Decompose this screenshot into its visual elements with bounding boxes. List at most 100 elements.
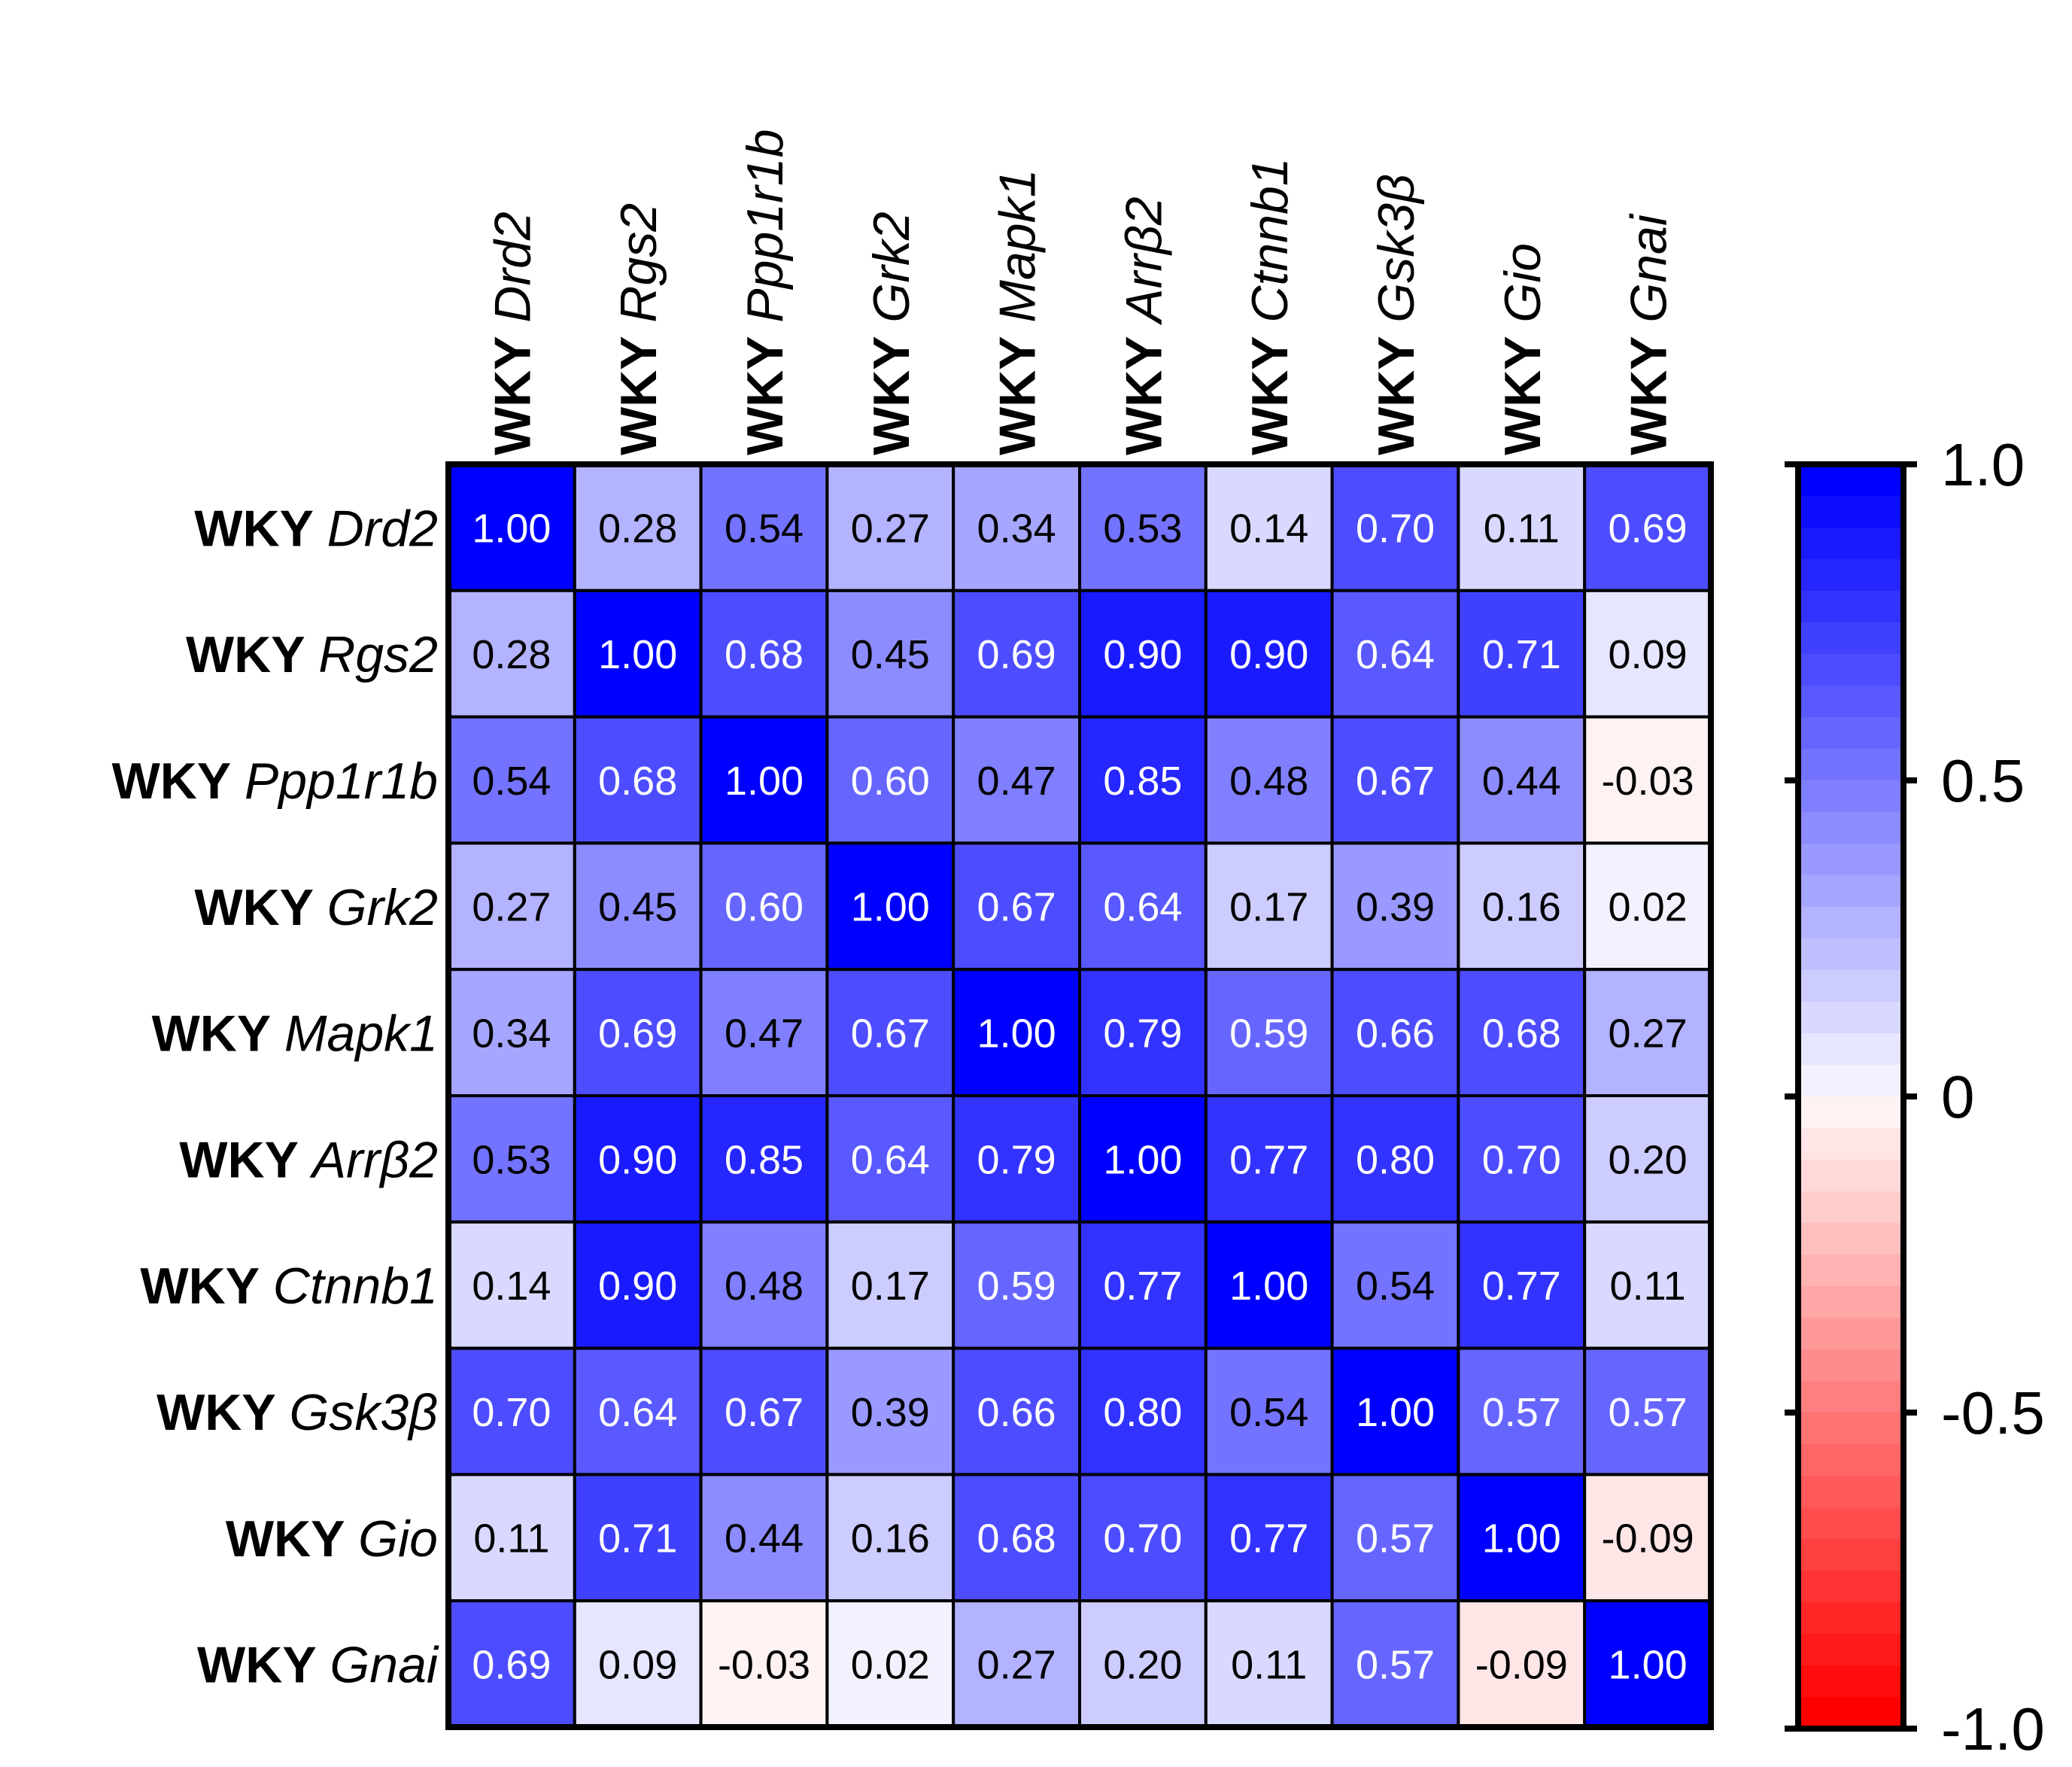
cell-value-label: 0.57: [1482, 1390, 1561, 1435]
colorbar-segment: [1798, 654, 1903, 686]
cell-value-label: 0.54: [1356, 1264, 1435, 1309]
column-label-drd2: WKY Drd2: [484, 211, 541, 455]
heatmap-cell-ppp1r1b-ppp1r1b: [699, 715, 829, 845]
heatmap-cell-ctnnb1-gnai: [1583, 1220, 1712, 1350]
cell-value-label: 0.57: [1356, 1516, 1435, 1562]
cell-value-label: 0.68: [977, 1516, 1056, 1562]
colorbar-tick-label: 0: [1941, 1063, 1975, 1130]
colorbar-segment: [1798, 844, 1903, 876]
cell-value-label: 0.69: [472, 1643, 551, 1688]
heatmap-cell-ctnnb1-drd2: [447, 1220, 576, 1350]
cell-value-label: 0.67: [725, 1390, 804, 1435]
heatmap-cell-gnai-arrbeta2: [1078, 1599, 1208, 1729]
cell-value-label: 0.68: [598, 759, 677, 804]
cell-value-label: 0.14: [1229, 506, 1308, 551]
colorbar-segment: [1798, 496, 1903, 528]
row-label-mapk1: WKY Mapk1: [152, 1005, 438, 1063]
cell-value-label: 0.39: [1356, 885, 1435, 930]
cell-value-label: 0.90: [598, 1137, 677, 1182]
colorbar-segment: [1798, 749, 1903, 781]
heatmap-cell-grk2-ctnnb1: [1204, 841, 1334, 972]
heatmap-cell-gnai-gio: [1457, 1599, 1587, 1729]
heatmap-cell-gsk3beta-gsk3beta: [1330, 1346, 1460, 1477]
colorbar-segment: [1798, 1571, 1903, 1603]
cell-value-label: 0.44: [725, 1516, 804, 1562]
cell-value-label: 0.77: [1229, 1516, 1308, 1562]
cell-value-label: 0.59: [1229, 1011, 1308, 1057]
cell-value-label: 0.09: [1609, 632, 1688, 677]
cell-value-label: 0.71: [1482, 632, 1561, 677]
heatmap-cell-rgs2-grk2: [825, 588, 955, 719]
cell-value-label: 0.11: [1231, 1643, 1307, 1688]
heatmap-cell-gnai-gsk3beta: [1330, 1599, 1460, 1729]
colorbar-segment: [1798, 1223, 1903, 1255]
heatmap-cell-gnai-mapk1: [952, 1599, 1081, 1729]
column-label-ppp1r1b: WKY Ppp1r1b: [737, 129, 794, 455]
cell-value-label: 1.00: [977, 1011, 1056, 1057]
colorbar-segment: [1798, 528, 1903, 560]
colorbar-segment: [1798, 875, 1903, 908]
colorbar-segment: [1798, 970, 1903, 1002]
cell-value-label: 0.48: [725, 1264, 804, 1309]
column-label-gnai: WKY Gnai: [1621, 213, 1678, 455]
heatmap-cell-arrbeta2-drd2: [447, 1094, 576, 1224]
cell-value-label: 1.00: [851, 885, 930, 930]
cell-value-label: 0.60: [851, 759, 930, 804]
heatmap-cell-ppp1r1b-gio: [1457, 715, 1587, 845]
row-label-grk2: WKY Grk2: [194, 879, 438, 936]
heatmap-cell-gio-rgs2: [573, 1473, 703, 1603]
colorbar-segment: [1798, 907, 1903, 939]
colorbar-segment: [1798, 464, 1903, 497]
heatmap-cell-ppp1r1b-rgs2: [573, 715, 703, 845]
colorbar-segment: [1798, 938, 1903, 971]
cell-value-label: 0.77: [1482, 1264, 1561, 1309]
heatmap-cell-ctnnb1-grk2: [825, 1220, 955, 1350]
cell-value-label: 0.54: [1229, 1390, 1308, 1435]
heatmap-cell-mapk1-rgs2: [573, 968, 703, 1097]
cell-value-label: 0.20: [1609, 1137, 1688, 1182]
colorbar-segment: [1798, 1381, 1903, 1413]
heatmap-cell-rgs2-gsk3beta: [1330, 588, 1460, 719]
cell-value-label: 0.34: [472, 1011, 551, 1057]
row-label-arrbeta2: WKY Arrβ2: [179, 1131, 438, 1188]
cell-value-label: 0.48: [1229, 759, 1308, 804]
colorbar-segment: [1798, 1634, 1903, 1666]
heatmap-cell-gsk3beta-arrbeta2: [1078, 1346, 1208, 1477]
cell-value-label: 1.00: [1356, 1390, 1435, 1435]
heatmap-cell-gio-gsk3beta: [1330, 1473, 1460, 1603]
colorbar-segment: [1798, 1191, 1903, 1224]
cell-value-label: 1.00: [1482, 1516, 1561, 1562]
heatmap-cell-arrbeta2-grk2: [825, 1094, 955, 1224]
cell-value-label: 0.45: [851, 632, 930, 677]
row-label-rgs2: WKY Rgs2: [186, 626, 438, 683]
heatmap-cell-gsk3beta-mapk1: [952, 1346, 1081, 1477]
cell-value-label: 0.79: [977, 1137, 1056, 1182]
colorbar-segment: [1798, 1507, 1903, 1540]
heatmap-cell-gnai-drd2: [447, 1599, 576, 1729]
heatmap-cell-mapk1-gio: [1457, 968, 1587, 1097]
cell-value-label: 0.17: [851, 1264, 930, 1309]
heatmap-cell-gio-grk2: [825, 1473, 955, 1603]
heatmap-cell-ctnnb1-gsk3beta: [1330, 1220, 1460, 1350]
cell-value-label: 0.47: [977, 759, 1056, 804]
cell-value-label: 0.70: [1482, 1137, 1561, 1182]
heatmap-cell-rgs2-gnai: [1583, 588, 1712, 719]
cell-value-label: 0.16: [1482, 885, 1561, 930]
cell-value-label: 1.00: [1103, 1137, 1182, 1182]
cell-value-label: 0.02: [851, 1643, 930, 1688]
heatmap-cell-mapk1-gsk3beta: [1330, 968, 1460, 1097]
colorbar-segment: [1798, 591, 1903, 623]
heatmap-cells: 1.00 0.28 0.54 0.27 0.34 0.53 0.14 0.70 0.11 0.69…: [447, 463, 1712, 1729]
cell-value-label: 0.16: [851, 1516, 930, 1562]
cell-value-label: 1.00: [1609, 1643, 1688, 1688]
heatmap-cell-arrbeta2-mapk1: [952, 1094, 1081, 1224]
heatmap-cell-ppp1r1b-drd2: [447, 715, 576, 845]
colorbar-segment: [1798, 1539, 1903, 1571]
heatmap-cell-drd2-rgs2: [573, 463, 703, 592]
colorbar-tick-label: 1.0: [1941, 431, 2025, 498]
colorbar-segment: [1798, 1286, 1903, 1318]
heatmap-cell-rgs2-ctnnb1: [1204, 588, 1334, 719]
colorbar-segment: [1798, 1349, 1903, 1382]
heatmap-cell-gio-mapk1: [952, 1473, 1081, 1603]
colorbar-segment: [1798, 780, 1903, 813]
